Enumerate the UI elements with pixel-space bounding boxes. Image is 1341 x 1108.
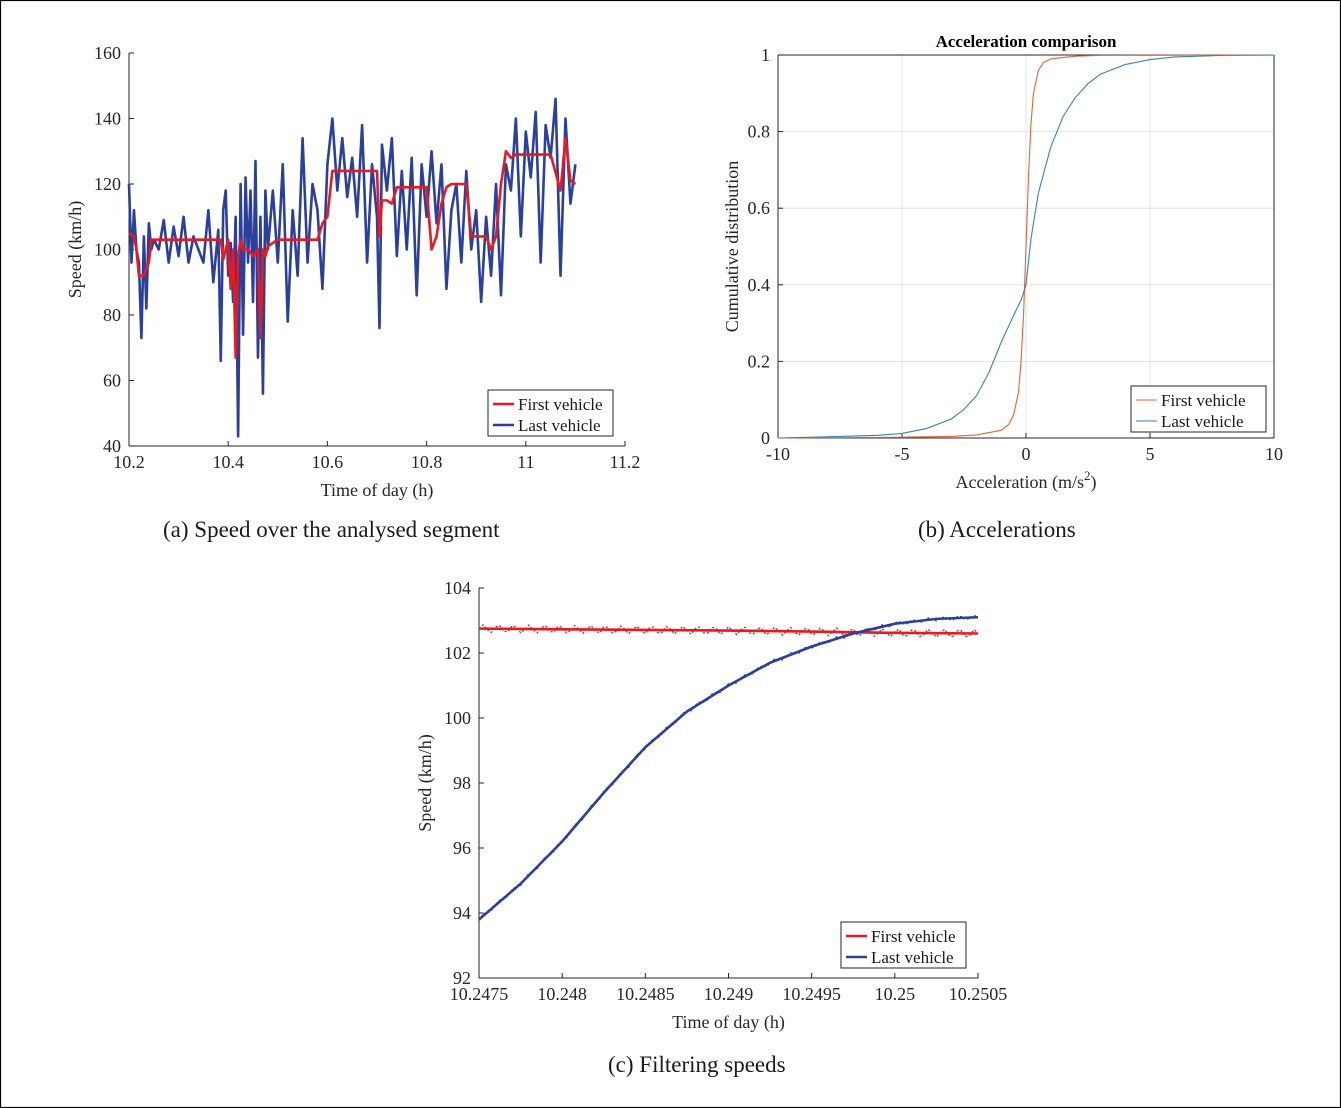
chart-b-ytick-label-4: 0.8 [748,122,771,142]
chart-b-xtick-label-3: 5 [1146,444,1155,464]
chart-c-ylabel: Speed (km/h) [415,734,436,831]
chart-b-title: Acceleration comparison [936,32,1117,51]
chart-a-xlabel: Time of day (h) [321,480,434,501]
chart-a-ytick-label-0: 40 [103,436,121,456]
chart-c-ytick-label-2: 96 [453,838,471,858]
chart-a-ytick-label-5: 140 [94,109,121,129]
chart-a-legend-box [487,389,614,437]
chart-b-series-last-line [777,54,1275,439]
chart-c-ytick-label-0: 92 [453,968,471,988]
chart-c-ytick-label-3: 98 [453,773,471,793]
chart-b-ytick-label-0: 0 [761,428,770,448]
chart-c-xtick-label-6: 10.2505 [949,984,1008,1004]
chart-a-ytick-label-6: 160 [94,43,121,63]
chart-b-ylabel: Cumulative distribution [722,161,742,333]
chart-a-xtick-label-4: 11 [517,452,534,472]
chart-b-ytick-label-5: 1 [761,45,770,65]
chart-a-ytick-label-2: 80 [103,305,121,325]
chart-a-ytick-label-4: 120 [94,174,121,194]
chart-a-legend-label-1: Last vehicle [518,416,601,435]
chart-a-series-first-line [128,136,577,359]
chart-a-xtick-label-1: 10.4 [212,452,244,472]
chart-c-xtick-label-1: 10.248 [537,984,587,1004]
chart-b-xlabel: Acceleration (m/s2) [956,468,1097,493]
chart-c-series-last-line [478,615,979,921]
chart-b-ytick-label-3: 0.6 [748,198,771,218]
chart-c-xlabel: Time of day (h) [672,1012,785,1033]
chart-a-xtick-label-2: 10.6 [312,452,344,472]
chart-a-ytick-label-3: 100 [94,240,121,260]
chart-c-legend-label-0: First vehicle [871,927,956,946]
chart-b-series-first-line [777,54,1275,439]
chart-c-xtick-label-5: 10.25 [875,984,916,1004]
chart-b-xlabel-end: ) [1090,472,1096,493]
chart-a-xtick-label-0: 10.2 [113,452,145,472]
caption-c: (c) Filtering speeds [608,1052,786,1077]
chart-c-legend-label-1: Last vehicle [871,948,954,967]
chart-c-ytick-label-6: 104 [444,578,471,598]
chart-a-xtick-label-3: 10.8 [411,452,443,472]
chart-c-xtick-label-0: 10.2475 [450,984,509,1004]
chart-b-legend-box [1130,385,1267,433]
chart-b-legend-label-0: First vehicle [1161,391,1246,410]
chart-c-xtick-label-4: 10.2495 [782,984,841,1004]
chart-c-legend-box [840,921,967,969]
chart-a-ylabel: Speed (km/h) [65,201,86,298]
chart-c-ytick-label-5: 102 [444,643,471,663]
chart-b-legend-label-1: Last vehicle [1161,412,1244,431]
chart-b-xtick-label-4: 10 [1265,444,1283,464]
chart-b-xtick-label-0: -10 [766,444,790,464]
chart-c-series-last-raw [478,614,979,920]
chart-a-xtick-label-5: 11.2 [610,452,641,472]
chart-c-ytick-label-4: 100 [444,708,471,728]
caption-a: (a) Speed over the analysed segment [163,517,500,542]
chart-b-xtick-label-1: -5 [895,444,910,464]
chart-c-ytick-label-1: 94 [453,903,471,923]
chart-c-series-first-line [478,627,979,635]
chart-a-ytick-label-1: 60 [103,371,121,391]
chart-a-legend-label-0: First vehicle [518,395,603,414]
chart-b-xtick-label-2: 0 [1022,444,1031,464]
chart-b-ytick-label-2: 0.4 [748,275,771,295]
chart-b-xlabel-sup: 2 [1084,468,1091,483]
chart-c-xtick-label-3: 10.249 [704,984,754,1004]
chart-c-series-first-raw [478,623,979,639]
chart-c-xtick-label-2: 10.2485 [616,984,675,1004]
chart-a-series-last-line [127,97,577,438]
chart-b-ytick-label-1: 0.2 [748,351,771,371]
caption-b: (b) Accelerations [918,517,1076,542]
